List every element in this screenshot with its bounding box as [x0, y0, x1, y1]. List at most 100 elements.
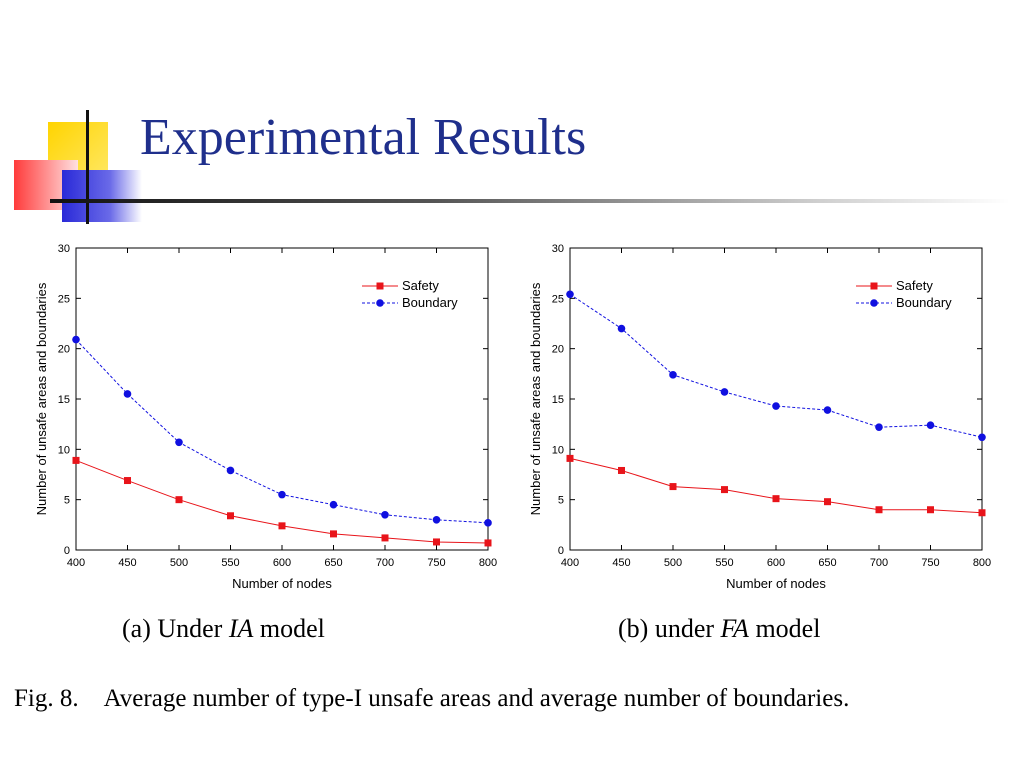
x-tick-label: 700 [870, 557, 888, 569]
caption-a-suffix: model [253, 614, 325, 643]
data-point-safety [433, 538, 440, 546]
caption-b-model: FA [720, 614, 749, 643]
legend-marker-safety [870, 282, 878, 290]
x-tick-label: 600 [767, 557, 785, 569]
x-tick-label: 450 [612, 557, 630, 569]
x-tick-label: 550 [715, 557, 733, 569]
plot-frame [569, 247, 983, 551]
data-point-boundary [669, 371, 677, 379]
legend-label-boundary: Boundary [896, 295, 952, 310]
y-tick-label: 25 [552, 293, 564, 305]
y-tick-label: 30 [58, 243, 70, 255]
data-point-boundary [175, 438, 183, 447]
x-tick-label: 400 [561, 557, 579, 569]
decor-vertical-line [86, 110, 89, 224]
x-tick-label: 700 [376, 557, 394, 569]
x-tick-label: 650 [324, 557, 342, 569]
x-tick-label: 750 [427, 557, 445, 569]
plot-frame [75, 247, 489, 551]
legend-marker-boundary [376, 299, 384, 307]
caption-ia-model: (a) Under IA model [122, 614, 325, 644]
x-tick-label: 800 [479, 557, 497, 569]
data-point-safety [927, 506, 934, 514]
data-point-boundary [484, 519, 492, 527]
y-tick-label: 0 [558, 545, 564, 557]
data-point-safety [824, 498, 831, 506]
y-tick-label: 15 [58, 394, 70, 406]
x-tick-label: 750 [921, 557, 939, 569]
legend-marker-boundary [870, 299, 878, 307]
x-tick-label: 500 [664, 557, 682, 569]
y-tick-label: 10 [58, 444, 70, 456]
y-tick-label: 25 [58, 293, 70, 305]
y-tick-label: 0 [64, 545, 70, 557]
data-point-boundary [823, 406, 832, 414]
data-point-boundary [566, 290, 574, 299]
legend-label-boundary: Boundary [402, 295, 458, 310]
caption-fa-model: (b) under FA model [618, 614, 820, 644]
x-tick-label: 800 [973, 557, 991, 569]
data-point-boundary [432, 516, 441, 524]
chart-ia-model: 400 450 500 550 600 650 700 750 800 0 5 10 15 20 25 30 N… [34, 243, 497, 591]
data-point-safety [978, 509, 986, 517]
y-tick-label: 20 [58, 344, 70, 356]
data-point-safety [381, 534, 389, 542]
data-point-boundary [720, 388, 729, 396]
data-point-boundary [875, 423, 883, 431]
data-point-safety [330, 530, 337, 538]
data-point-boundary [772, 402, 780, 410]
y-tick-label: 15 [552, 394, 564, 406]
caption-a-model: IA [228, 614, 254, 643]
y-tick-label: 30 [552, 243, 564, 255]
series-line-boundary [569, 293, 983, 438]
data-point-safety [124, 477, 131, 485]
data-point-boundary [978, 433, 986, 442]
data-point-boundary [123, 390, 132, 398]
data-point-boundary [72, 335, 80, 344]
x-tick-label: 500 [170, 557, 188, 569]
data-point-safety [566, 454, 574, 462]
x-tick-label: 650 [818, 557, 836, 569]
data-point-safety [772, 495, 780, 503]
figure-caption: Fig. 8. Average number of type-I unsafe … [14, 685, 850, 712]
data-point-boundary [226, 466, 235, 475]
y-tick-label: 20 [552, 344, 564, 356]
page-title: Experimental Results [140, 109, 587, 166]
data-point-boundary [278, 490, 286, 499]
x-tick-label: 450 [118, 557, 136, 569]
x-axis-label: Number of nodes [232, 576, 332, 591]
data-point-boundary [329, 500, 338, 509]
data-point-safety [278, 522, 286, 530]
y-axis-label: Number of unsafe areas and boundaries [34, 282, 49, 515]
data-point-safety [721, 486, 728, 494]
data-point-safety [227, 512, 234, 520]
x-tick-label: 600 [273, 557, 291, 569]
legend-label-safety: Safety [402, 278, 439, 293]
data-point-safety [875, 506, 883, 514]
data-point-safety [175, 496, 183, 504]
x-axis-label: Number of nodes [726, 576, 826, 591]
decor-blue-square [62, 170, 142, 222]
legend-label-safety: Safety [896, 278, 933, 293]
chart-fa-model: 400 450 500 550 600 650 700 750 800 0 5 10 15 20 25 30 N… [528, 243, 991, 591]
data-point-boundary [926, 421, 935, 429]
data-point-safety [484, 539, 492, 547]
caption-b-prefix: (b) under [618, 614, 721, 643]
series-line-safety [569, 457, 983, 514]
data-point-safety [618, 466, 625, 474]
title-underline [50, 199, 1010, 203]
x-tick-label: 550 [221, 557, 239, 569]
series-line-safety [75, 459, 489, 544]
x-tick-label: 400 [67, 557, 85, 569]
caption-a-prefix: (a) Under [122, 614, 229, 643]
y-tick-label: 5 [64, 495, 70, 507]
y-axis-label: Number of unsafe areas and boundaries [528, 282, 543, 515]
caption-b-suffix: model [748, 614, 821, 643]
data-point-boundary [381, 510, 389, 519]
data-point-boundary [617, 324, 626, 333]
data-point-safety [72, 456, 80, 464]
y-tick-label: 10 [552, 444, 564, 456]
y-tick-label: 5 [558, 495, 564, 507]
data-point-safety [669, 483, 677, 491]
legend-marker-safety [376, 282, 384, 290]
